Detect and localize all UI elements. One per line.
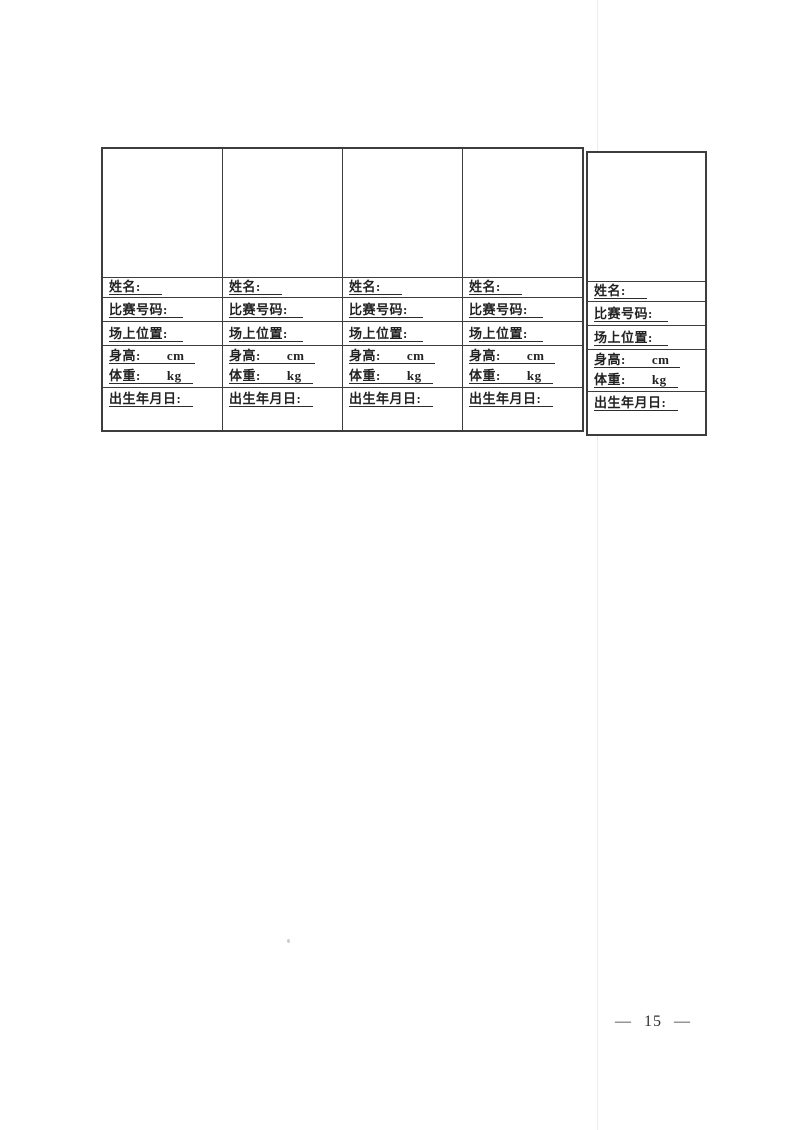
height-weight-row: 身高: cm 体重: kg [343, 346, 462, 388]
field-position-label: 场上位置: [469, 327, 543, 342]
birth-date-label: 出生年月日: [469, 392, 554, 407]
player-card: 姓名: 比赛号码: 场上位置: 身高: cm 体重: kg 出生年月日: [588, 153, 705, 434]
birth-date-label: 出生年月日: [349, 392, 434, 407]
weight-label: 体重: [469, 368, 501, 383]
weight-unit: kg [651, 372, 667, 387]
birth-date-row: 出生年月日: [103, 388, 222, 430]
player-card: 姓名: 比赛号码: 场上位置: 身高: cm 体重: kg 出生年月日: [103, 149, 222, 430]
photo-cell [463, 149, 582, 278]
field-position-row: 场上位置: [343, 322, 462, 346]
competition-number-row: 比赛号码: [343, 298, 462, 322]
weight-label: 体重: [349, 368, 381, 383]
player-card: 姓名: 比赛号码: 场上位置: 身高: cm 体重: kg 出生年月日: [462, 149, 582, 430]
weight-unit: kg [166, 368, 182, 383]
name-field-label: 姓名: [229, 280, 282, 295]
height-label: 身高: [349, 348, 381, 363]
competition-number-label: 比赛号码: [349, 303, 423, 318]
player-card: 姓名: 比赛号码: 场上位置: 身高: cm 体重: kg 出生年月日: [342, 149, 462, 430]
field-position-label: 场上位置: [229, 327, 303, 342]
name-field-label: 姓名: [469, 280, 522, 295]
photo-cell [343, 149, 462, 278]
field-position-label: 场上位置: [109, 327, 183, 342]
competition-number-row: 比赛号码: [588, 302, 705, 326]
field-position-row: 场上位置: [103, 322, 222, 346]
birth-date-label: 出生年月日: [229, 392, 314, 407]
name-field-label: 姓名: [594, 284, 647, 299]
height-label: 身高: [594, 352, 626, 367]
name-row: 姓名: [463, 278, 582, 298]
weight-label: 体重: [594, 372, 626, 387]
name-row: 姓名: [588, 282, 705, 302]
weight-unit: kg [406, 368, 422, 383]
page-number: — 15 — [615, 1013, 691, 1030]
height-label: 身高: [109, 348, 141, 363]
height-unit: cm [406, 348, 425, 363]
player-cards-table: 姓名: 比赛号码: 场上位置: 身高: cm 体重: kg 出生年月日: 姓名: 比… [101, 147, 584, 432]
photo-cell [103, 149, 222, 278]
height-unit: cm [166, 348, 185, 363]
height-unit: cm [651, 352, 670, 367]
birth-date-row: 出生年月日: [463, 388, 582, 430]
field-position-row: 场上位置: [463, 322, 582, 346]
name-field-label: 姓名: [109, 280, 162, 295]
scan-speck [287, 939, 290, 943]
competition-number-label: 比赛号码: [594, 307, 668, 322]
field-position-row: 场上位置: [223, 322, 342, 346]
weight-unit: kg [286, 368, 302, 383]
height-label: 身高: [469, 348, 501, 363]
field-position-label: 场上位置: [349, 327, 423, 342]
birth-date-label: 出生年月日: [594, 396, 679, 411]
competition-number-label: 比赛号码: [109, 303, 183, 318]
name-row: 姓名: [343, 278, 462, 298]
height-weight-row: 身高: cm 体重: kg [588, 350, 705, 392]
name-field-label: 姓名: [349, 280, 402, 295]
name-row: 姓名: [223, 278, 342, 298]
photo-cell [588, 153, 705, 282]
height-weight-row: 身高: cm 体重: kg [223, 346, 342, 388]
birth-date-row: 出生年月日: [223, 388, 342, 430]
competition-number-label: 比赛号码: [469, 303, 543, 318]
player-card-table-5: 姓名: 比赛号码: 场上位置: 身高: cm 体重: kg 出生年月日: [586, 151, 707, 436]
height-weight-row: 身高: cm 体重: kg [103, 346, 222, 388]
weight-label: 体重: [109, 368, 141, 383]
height-unit: cm [286, 348, 305, 363]
height-label: 身高: [229, 348, 261, 363]
field-position-row: 场上位置: [588, 326, 705, 350]
weight-unit: kg [526, 368, 542, 383]
field-position-label: 场上位置: [594, 331, 668, 346]
birth-date-row: 出生年月日: [343, 388, 462, 430]
competition-number-label: 比赛号码: [229, 303, 303, 318]
competition-number-row: 比赛号码: [223, 298, 342, 322]
scan-crease-line [597, 0, 598, 1130]
name-row: 姓名: [103, 278, 222, 298]
weight-label: 体重: [229, 368, 261, 383]
height-unit: cm [526, 348, 545, 363]
height-weight-row: 身高: cm 体重: kg [463, 346, 582, 388]
player-card: 姓名: 比赛号码: 场上位置: 身高: cm 体重: kg 出生年月日: [222, 149, 342, 430]
birth-date-label: 出生年月日: [109, 392, 194, 407]
competition-number-row: 比赛号码: [103, 298, 222, 322]
competition-number-row: 比赛号码: [463, 298, 582, 322]
photo-cell [223, 149, 342, 278]
birth-date-row: 出生年月日: [588, 392, 705, 434]
